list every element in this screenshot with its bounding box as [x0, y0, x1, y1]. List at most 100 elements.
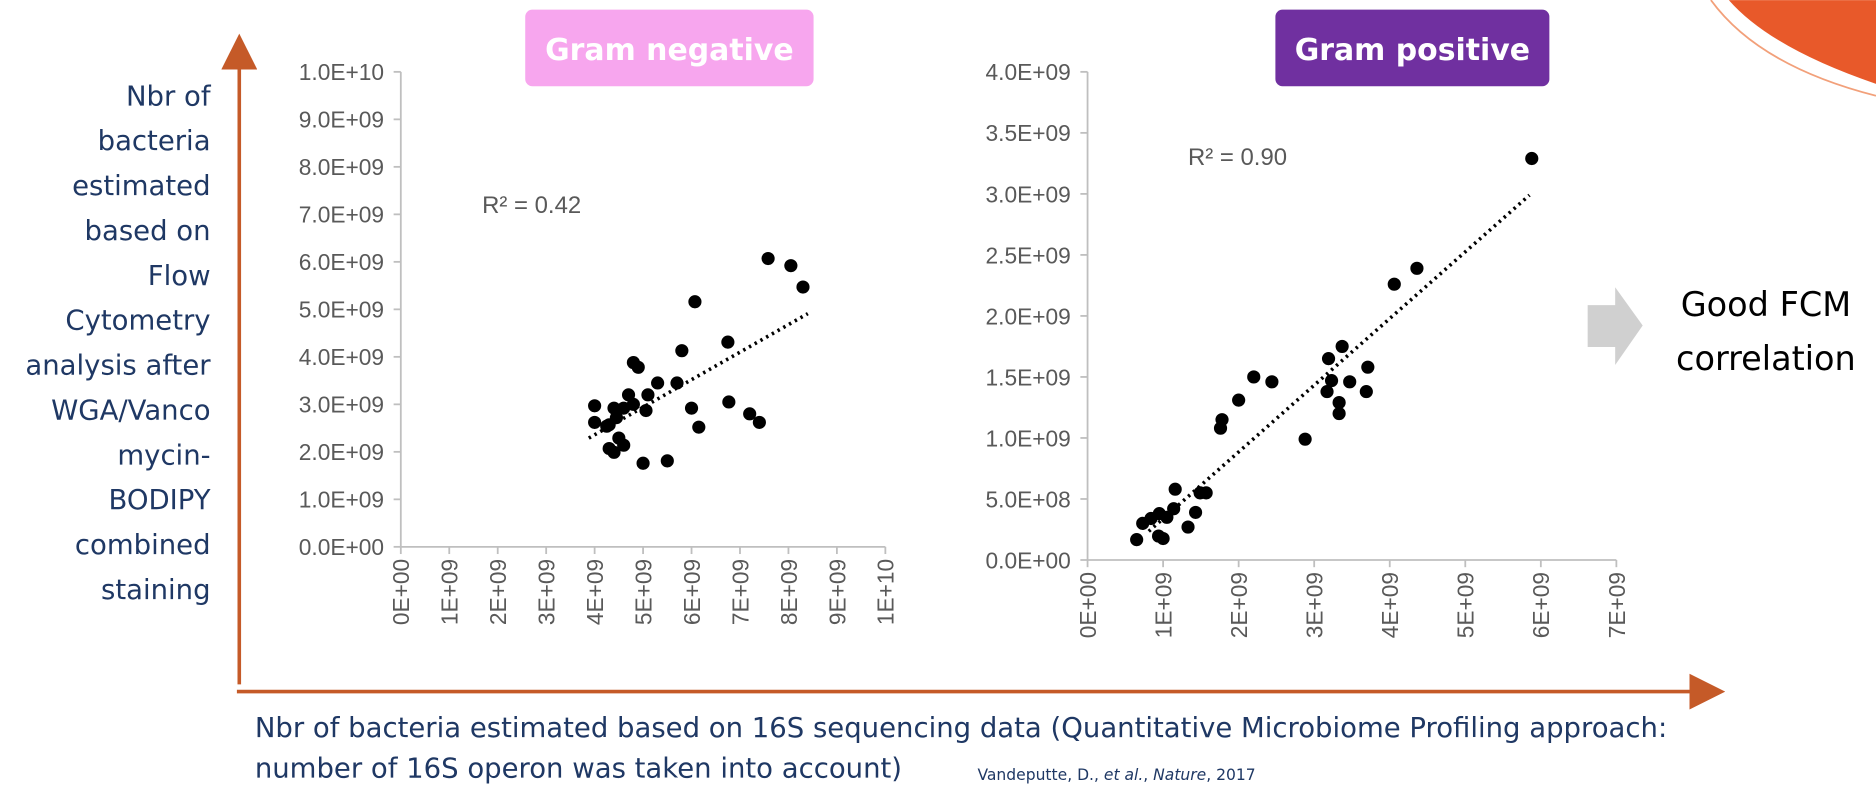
data-point — [617, 439, 630, 452]
data-point — [1361, 361, 1374, 374]
data-point — [1167, 502, 1180, 515]
chart-title: Gram negative — [545, 33, 794, 68]
y-axis-label: Nbr of bacteria estimated based on Flow Cytom… — [25, 80, 211, 606]
x-tick-label: 5E+09 — [1453, 572, 1479, 638]
trendline — [1149, 195, 1530, 531]
data-point — [1130, 533, 1143, 546]
y-tick-label: 2.0E+09 — [299, 439, 384, 465]
citation-part: Nature — [1153, 766, 1206, 784]
y-label-line: estimated — [72, 170, 210, 202]
conclusion-line: correlation — [1676, 339, 1856, 378]
y-label-line: Nbr of — [126, 80, 212, 112]
y-tick-label: 2.0E+09 — [986, 303, 1071, 329]
data-point — [1333, 407, 1346, 420]
data-point — [637, 457, 650, 470]
scatter-chart: Gram positive 0.0E+00 5.0E+08 1.0E+09 1.5E+0… — [986, 10, 1630, 639]
y-tick-label: 2.5E+09 — [986, 242, 1071, 268]
y-label-line: analysis after — [25, 350, 211, 382]
y-label-line: combined — [75, 529, 211, 561]
citation-part: , 2017 — [1206, 766, 1255, 784]
data-point — [753, 416, 766, 429]
x-tick-label: 1E+09 — [437, 559, 463, 625]
x-tick-label: 4E+09 — [1377, 572, 1403, 638]
x-tick-label: 3E+09 — [534, 559, 560, 625]
chart-title: Gram positive — [1295, 33, 1530, 68]
data-point — [1265, 375, 1278, 388]
y-tick-label: 0.0E+00 — [299, 534, 384, 560]
data-point — [1189, 506, 1202, 519]
page: Nbr of bacteria estimated based on Flow Cytom… — [0, 0, 1876, 785]
x-tick-label: 3E+09 — [1302, 572, 1328, 638]
data-point — [651, 376, 664, 389]
y-label-line: bacteria — [98, 125, 211, 157]
data-point — [722, 395, 735, 408]
data-point — [639, 404, 652, 417]
data-point — [721, 336, 734, 349]
x-axis-label: Nbr of bacteria estimated based on 16S s… — [255, 712, 1667, 785]
data-point — [1325, 374, 1338, 387]
data-point — [1200, 486, 1213, 499]
x-tick-label: 0E+00 — [1075, 572, 1101, 638]
data-point — [1322, 352, 1335, 365]
data-point — [588, 416, 601, 429]
gray-arrow — [1588, 287, 1643, 365]
x-tick-label: 8E+09 — [776, 559, 802, 625]
data-point — [670, 376, 683, 389]
y-tick-label: 5.0E+08 — [986, 486, 1071, 512]
data-point — [641, 388, 654, 401]
y-label-line: based on — [85, 215, 211, 247]
y-tick-label: 0.0E+00 — [986, 547, 1071, 573]
x-tick-label: 7E+09 — [727, 559, 753, 625]
data-point — [610, 411, 623, 424]
data-point — [796, 280, 809, 293]
data-point — [1388, 278, 1401, 291]
y-label-line: WGA/Vanco — [51, 394, 210, 426]
x-tick-label: 5E+09 — [630, 559, 656, 625]
citation: Vandeputte, D., et al., Nature, 2017 — [977, 766, 1255, 784]
citation-part: , — [1143, 766, 1153, 784]
x-tick-label: 1E+10 — [873, 559, 899, 625]
r-squared-annotation: R² = 0.42 — [482, 192, 581, 219]
y-tick-label: 1.0E+09 — [299, 487, 384, 513]
data-point — [1169, 483, 1182, 496]
y-tick-label: 1.0E+09 — [986, 425, 1071, 451]
x-tick-label: 1E+09 — [1150, 572, 1176, 638]
data-point — [1343, 375, 1356, 388]
data-point — [1181, 520, 1194, 533]
y-tick-label: 1.5E+09 — [986, 364, 1071, 390]
data-point — [1525, 152, 1538, 165]
data-point — [1410, 262, 1423, 275]
data-point — [627, 398, 640, 411]
data-point — [685, 402, 698, 415]
data-point — [762, 252, 775, 265]
y-label-line: BODIPY — [108, 484, 210, 516]
x-tick-label: 6E+09 — [679, 559, 705, 625]
y-label-line: Cytometry — [65, 305, 210, 337]
scatter-chart: Gram negative0.0E+001.0E+092.0E+093.0E+0… — [299, 10, 899, 625]
data-point — [1232, 394, 1245, 407]
data-point — [1299, 433, 1312, 446]
citation-part: Vandeputte, D., — [977, 766, 1103, 784]
data-point — [1157, 532, 1170, 545]
conclusion-line: Good FCM — [1681, 285, 1851, 324]
slide: Nbr of bacteria estimated based on Flow Cytom… — [0, 0, 1876, 785]
data-point — [692, 421, 705, 434]
data-point — [632, 361, 645, 374]
x-tick-label: 7E+09 — [1604, 572, 1630, 638]
y-tick-label: 7.0E+09 — [299, 202, 384, 228]
y-tick-label: 4.0E+09 — [299, 344, 384, 370]
data-point — [1215, 413, 1228, 426]
x-tick-label: 4E+09 — [582, 559, 608, 625]
conclusion: Good FCM correlation — [1676, 285, 1856, 378]
x-label-line: Nbr of bacteria estimated based on 16S s… — [255, 712, 1667, 744]
y-tick-label: 9.0E+09 — [299, 107, 384, 133]
data-point — [588, 399, 601, 412]
x-tick-label: 0E+00 — [388, 559, 414, 625]
x-tick-label: 9E+09 — [824, 559, 850, 625]
y-label-line: Flow — [148, 260, 211, 292]
y-tick-label: 5.0E+09 — [299, 297, 384, 323]
y-tick-label: 3.5E+09 — [986, 120, 1071, 146]
r-squared-annotation: R² = 0.90 — [1188, 144, 1287, 171]
data-point — [661, 454, 674, 467]
data-point — [1247, 370, 1260, 383]
